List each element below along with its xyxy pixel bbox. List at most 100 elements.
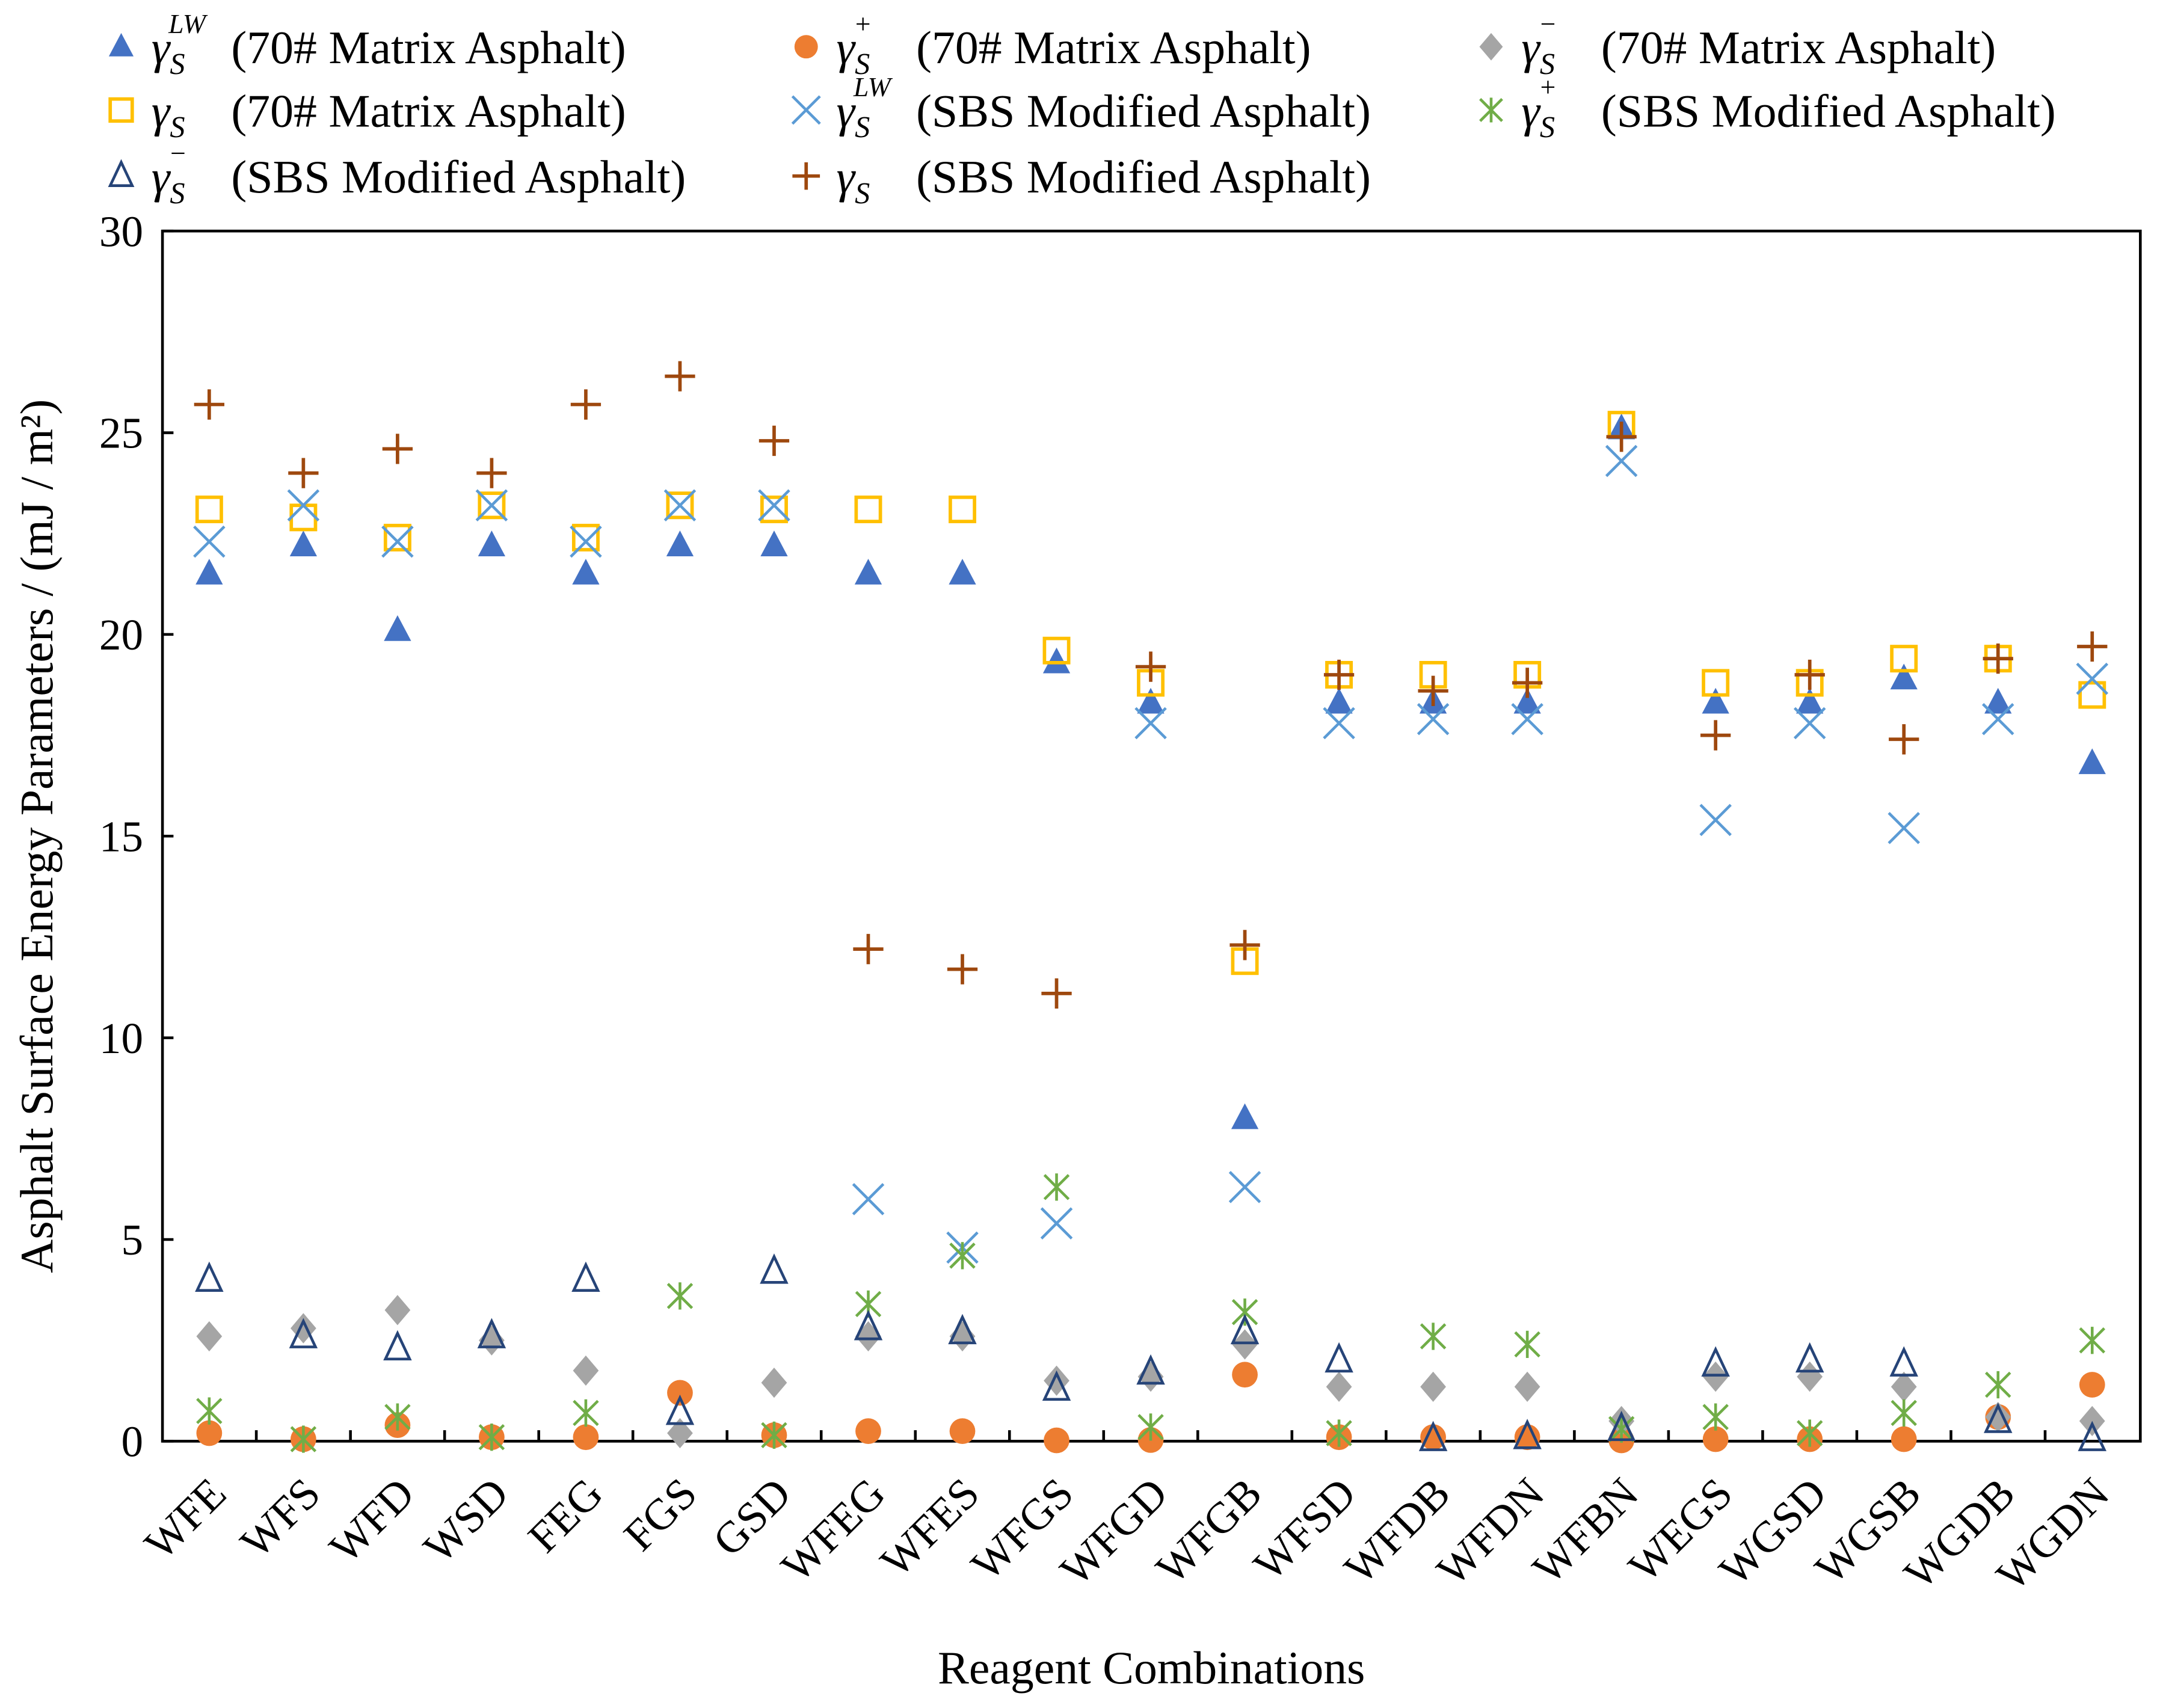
legend-symbol: γ — [152, 22, 171, 73]
data-point — [193, 525, 226, 558]
legend-label: γS − (SBS Modified Asphalt) — [152, 138, 686, 210]
x-tick-label: WFD — [320, 1469, 423, 1572]
data-point — [1793, 707, 1826, 740]
data-point — [1889, 1346, 1918, 1377]
data-point — [289, 503, 318, 532]
data-point — [195, 1261, 224, 1292]
data-point — [1514, 1424, 1540, 1451]
data-point — [1232, 1329, 1258, 1360]
data-point — [1890, 663, 1918, 690]
data-point — [2077, 631, 2108, 662]
legend-label: γS LW (SBS Modified Asphalt) — [837, 72, 1371, 144]
data-point — [1230, 1313, 1260, 1345]
legend-item: γS + (70# Matrix Asphalt) — [794, 8, 1311, 81]
series-0 — [195, 413, 2106, 1129]
data-point — [383, 1330, 412, 1361]
data-point — [663, 489, 697, 522]
data-point — [1699, 803, 1732, 837]
data-point — [1702, 1426, 1729, 1452]
data-point — [1984, 1402, 2013, 1433]
data-point — [196, 1321, 223, 1352]
data-point — [1137, 687, 1165, 714]
data-point — [1890, 645, 1918, 673]
legend-subscript: S — [170, 47, 185, 81]
y-tick-label: 10 — [99, 1014, 143, 1063]
data-point — [1323, 707, 1355, 740]
legend-item: γS (70# Matrix Asphalt) — [108, 85, 626, 144]
data-point — [287, 489, 320, 522]
legend-symbol: γ — [152, 85, 171, 137]
data-point — [949, 1242, 976, 1270]
data-point — [2079, 1327, 2105, 1354]
data-point — [1702, 1361, 1729, 1392]
data-point — [196, 1397, 223, 1425]
legend-subscript: S — [170, 176, 185, 210]
data-point — [1607, 1410, 1636, 1442]
data-point — [855, 1321, 881, 1352]
legend-superscript: − — [168, 138, 187, 168]
legend-superscript: − — [1539, 8, 1557, 39]
plot-area-frame — [161, 229, 2142, 1443]
data-point — [758, 425, 790, 456]
legend-text: (SBS Modified Asphalt) — [916, 151, 1371, 203]
legend-symbol: γ — [837, 85, 857, 137]
legend-marker-icon — [108, 97, 134, 123]
x-tick-label: WFDB — [1335, 1469, 1459, 1593]
data-point — [289, 530, 318, 556]
legend-marker-icon — [108, 159, 135, 187]
legend-label: γS + (70# Matrix Asphalt) — [837, 8, 1311, 81]
data-point — [196, 1420, 223, 1446]
data-point — [1042, 636, 1071, 665]
data-point — [1040, 1207, 1073, 1240]
series-6 — [195, 1253, 2106, 1451]
data-point — [2078, 681, 2106, 709]
y-tick-label: 0 — [122, 1418, 144, 1466]
x-tick-label: WGSD — [1709, 1469, 1836, 1595]
data-point — [1228, 1171, 1261, 1203]
legend-item: γS − (70# Matrix Asphalt) — [1479, 8, 1996, 81]
data-point — [1605, 444, 1638, 478]
data-point — [1701, 1346, 1730, 1377]
legend-symbol: γ — [1521, 22, 1541, 73]
data-point — [1229, 930, 1260, 960]
x-tick-label: WSD — [414, 1469, 517, 1572]
data-point — [758, 489, 790, 522]
legend-superscript: LW — [168, 8, 208, 39]
y-tick-label: 25 — [99, 409, 143, 458]
y-axis-label: Asphalt Surface Energy Parameters / (mJ … — [11, 399, 63, 1273]
data-point — [476, 458, 507, 488]
data-point — [384, 615, 411, 641]
data-point — [1514, 1371, 1540, 1402]
data-point — [1134, 707, 1167, 740]
data-point — [572, 559, 600, 585]
data-point — [855, 1418, 881, 1445]
y-tick-label: 5 — [122, 1215, 144, 1264]
data-point — [571, 523, 600, 551]
data-point — [948, 1313, 977, 1345]
data-point — [381, 525, 414, 558]
series-7 — [194, 361, 2108, 1009]
legend-text: (70# Matrix Asphalt) — [916, 22, 1311, 73]
data-point — [1702, 687, 1729, 714]
data-point — [1608, 1415, 1635, 1443]
data-point — [573, 1424, 599, 1451]
y-tick-label: 20 — [99, 610, 143, 659]
data-point — [1702, 669, 1730, 697]
data-point — [2079, 1372, 2105, 1398]
legend: γSLW (70# Matrix Asphalt) γS+ (70# Matrix A… — [108, 8, 2056, 210]
data-point — [478, 491, 506, 520]
data-point — [854, 495, 882, 523]
data-point — [1418, 1421, 1448, 1451]
data-point — [477, 1318, 506, 1348]
data-point — [852, 1183, 885, 1215]
legend-subscript: S — [1540, 47, 1555, 81]
data-point — [384, 1403, 411, 1431]
legend-superscript: + — [1539, 72, 1557, 102]
legend-marker-icon — [794, 35, 818, 59]
legend-subscript: S — [855, 176, 870, 210]
data-point — [1420, 1424, 1446, 1451]
data-point — [573, 1355, 599, 1386]
data-point — [2078, 748, 2106, 775]
legend-symbol: γ — [152, 151, 171, 203]
